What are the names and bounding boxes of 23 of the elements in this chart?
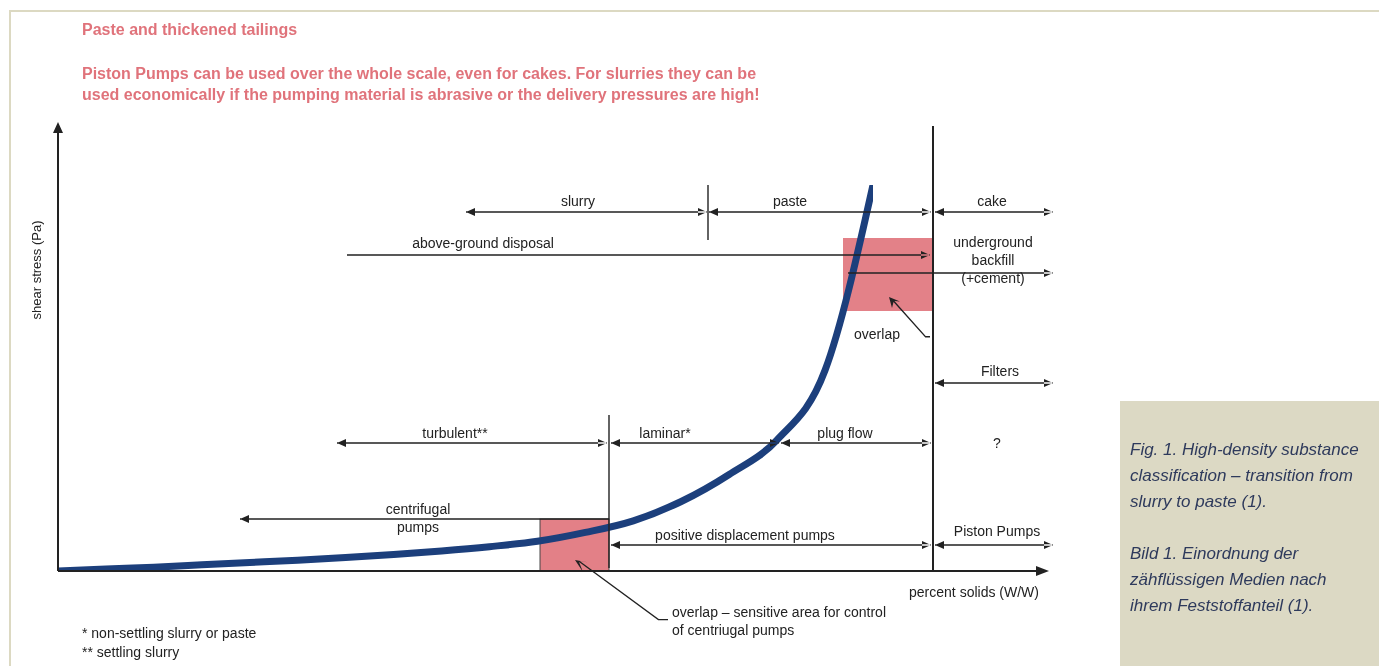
x-axis-title: percent solids (W/W) xyxy=(909,584,1039,600)
annotation: centrifugal pumps xyxy=(384,500,452,536)
annotation: positive displacement pumps xyxy=(654,526,836,544)
text: * non-settling slurry or paste xyxy=(82,624,258,642)
y-axis-title: shear stress (Pa) xyxy=(28,220,44,320)
text: ** settling slurry xyxy=(82,643,181,661)
annotation: turbulent** xyxy=(421,424,489,442)
annotation: slurry xyxy=(559,192,597,210)
annotation: above-ground disposal xyxy=(411,234,555,252)
text: Bild 1. Einordnung der zähflüssigen Medien nach ihrem Feststoffanteil (1). xyxy=(1130,543,1328,617)
text: underground backfill (+cement) xyxy=(952,233,1034,287)
text: ? xyxy=(992,434,1002,452)
annotation: laminar* xyxy=(638,424,692,442)
annotation: paste xyxy=(771,192,809,210)
annotation: plug flow xyxy=(816,424,874,442)
caption: Fig. 1. High-density substance classification – transition from slurry to paste (1). xyxy=(1130,439,1360,513)
chart-subtitle: Piston Pumps can be used over the whole scale, even for cakes. For slurries they can be used economically if the pumping material is abrasive or the delivery pressures are high! xyxy=(82,64,761,105)
text: Piston Pumps xyxy=(952,522,1042,540)
annotation: overlap xyxy=(853,325,901,343)
text: cake xyxy=(976,192,1008,210)
text: Filters xyxy=(979,362,1021,380)
text: overlap – sensitive area for control of centriugal pumps xyxy=(672,603,887,639)
chart-title: Paste and thickened tailings xyxy=(82,21,298,39)
